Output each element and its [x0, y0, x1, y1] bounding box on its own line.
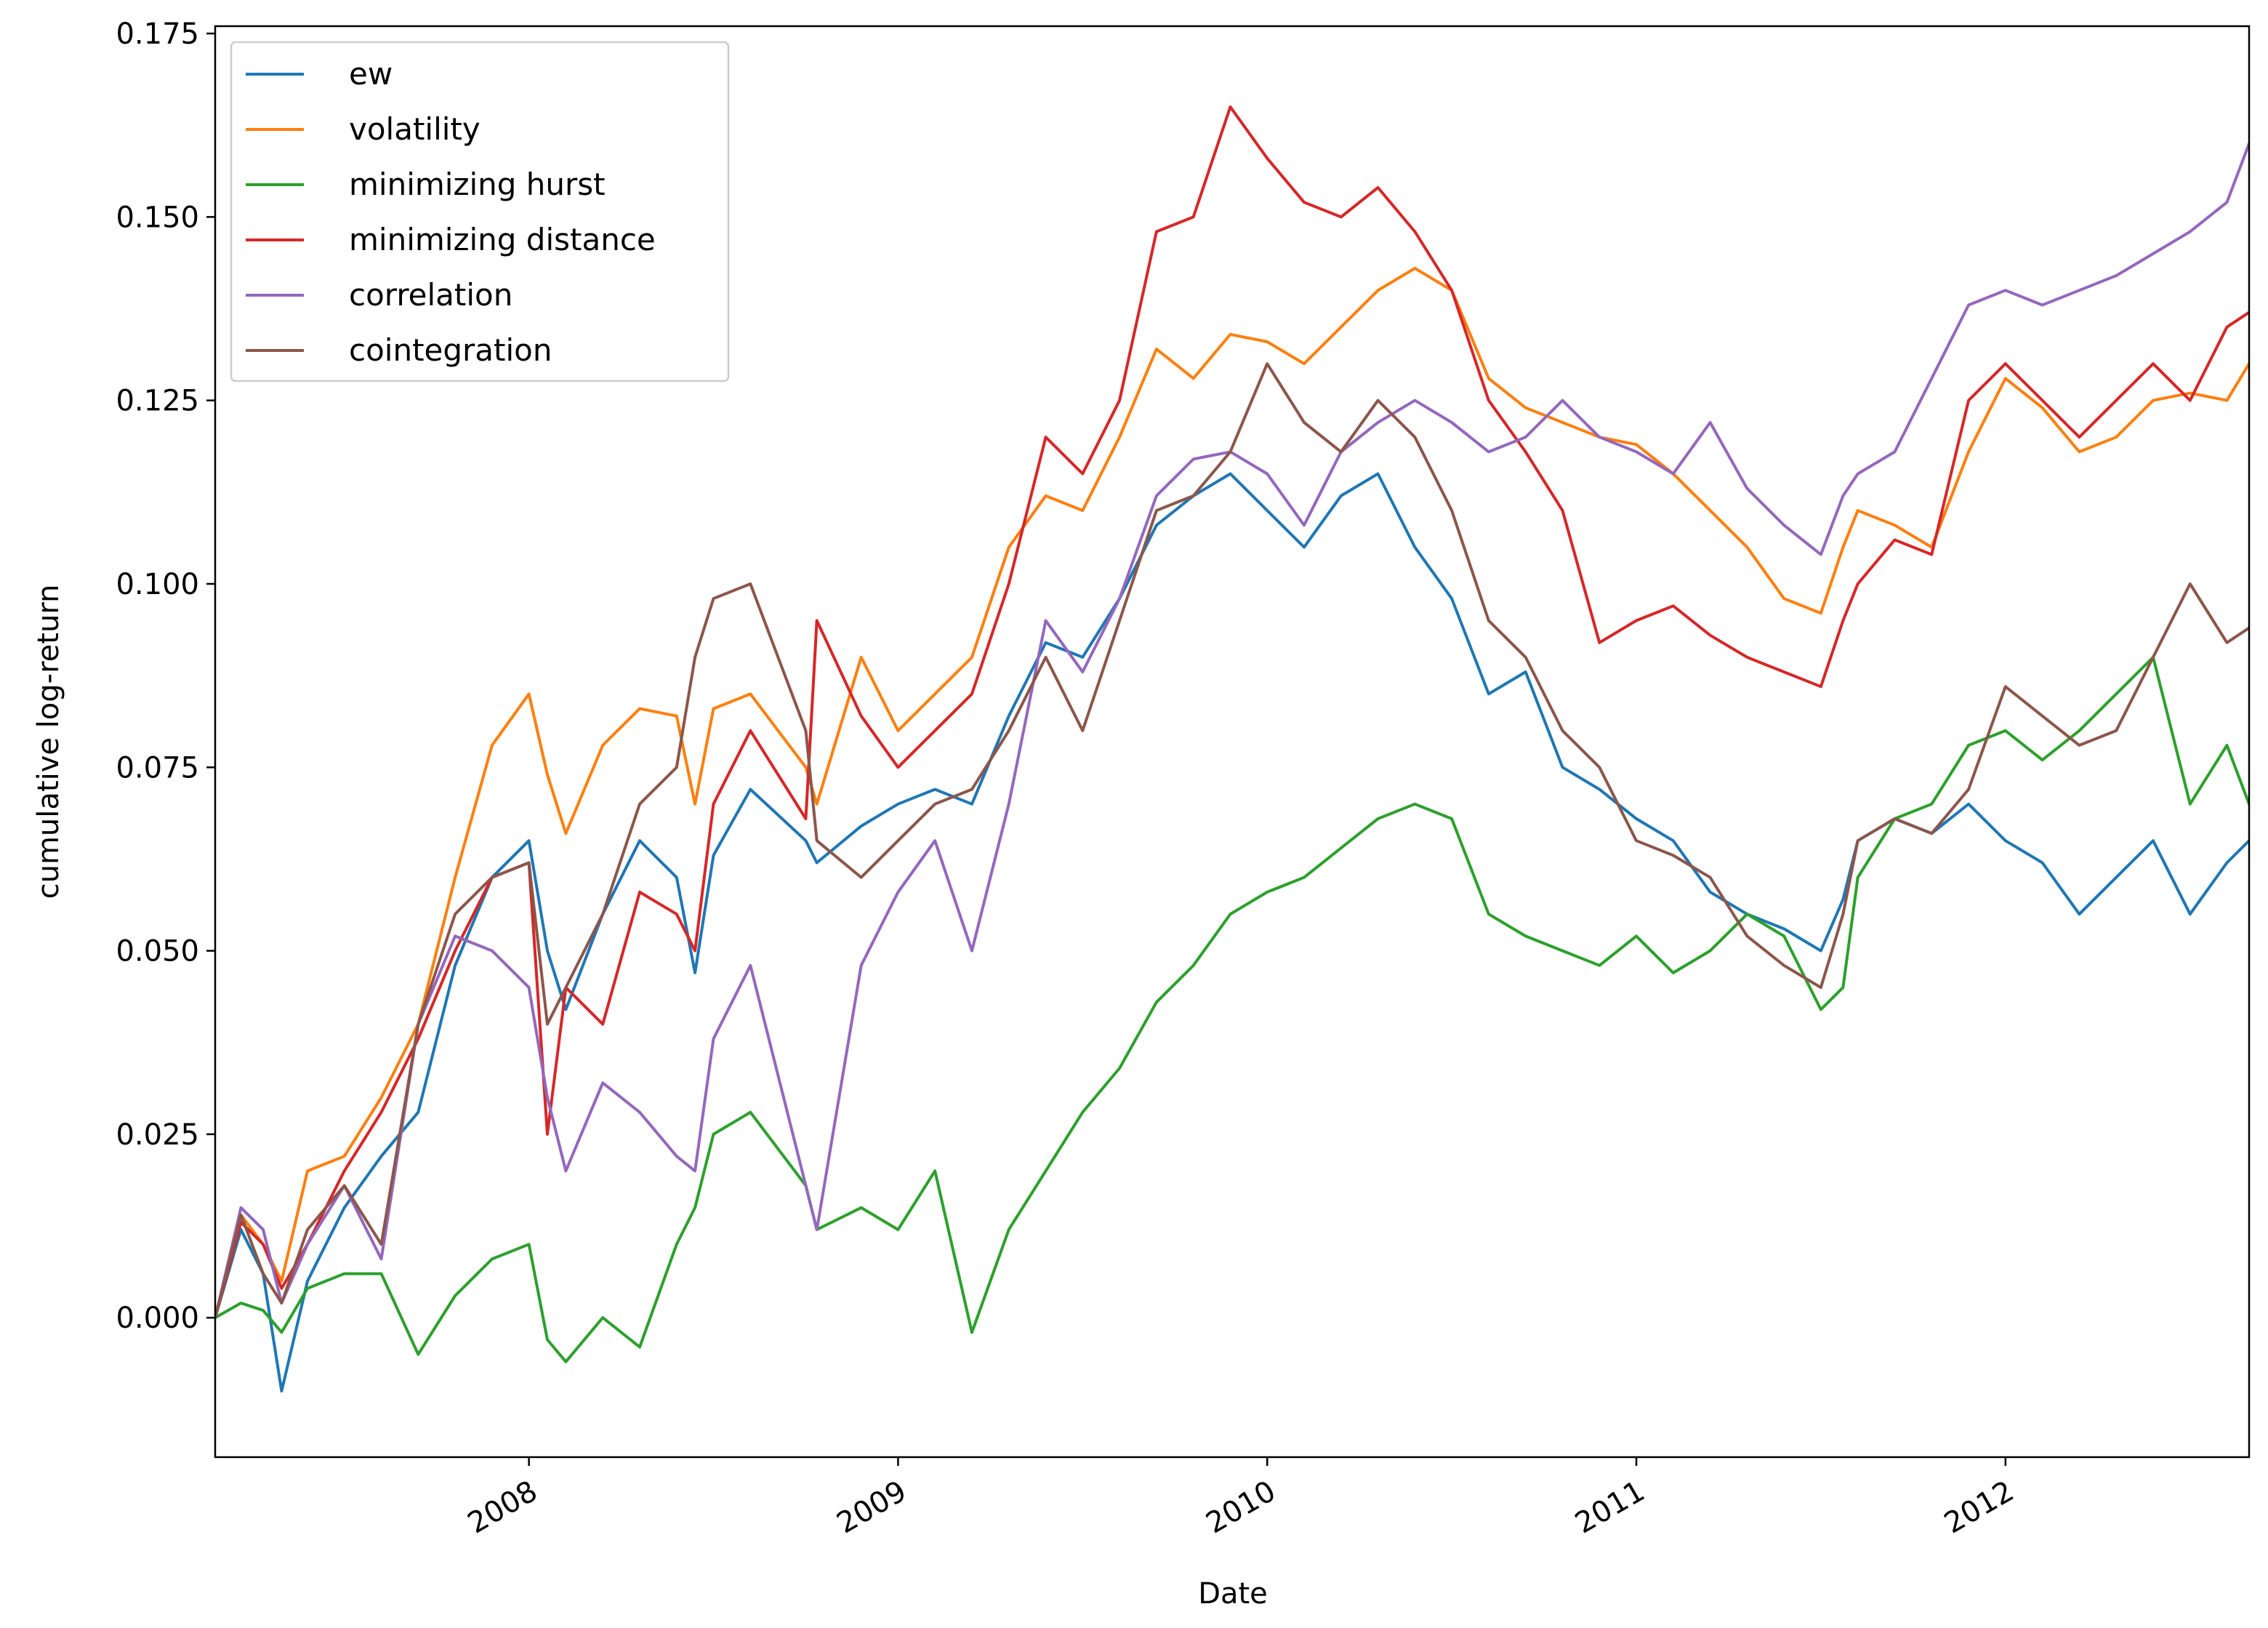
legend-box — [230, 41, 730, 382]
series-layer — [215, 105, 2249, 1393]
legend-label: correlation — [349, 277, 512, 313]
y-axis-label: cumulative log-return — [32, 585, 65, 899]
series-line-1 — [215, 267, 2249, 1320]
y-tick-label: 0.000 — [116, 1302, 199, 1335]
legend-label: volatility — [349, 111, 480, 147]
series-line-4 — [215, 142, 2249, 1320]
y-tick-label: 0.025 — [116, 1118, 199, 1152]
legend-label: minimizing distance — [349, 222, 656, 257]
legend-label: cointegration — [349, 332, 552, 368]
y-tick-label: 0.075 — [116, 751, 199, 785]
y-tick-label: 0.100 — [116, 568, 199, 601]
y-tick-label: 0.175 — [116, 17, 199, 51]
x-axis-label: Date — [1198, 1577, 1268, 1611]
y-tick-label: 0.150 — [116, 201, 199, 234]
legend: ew volatility minimizing hurst minimizing d… — [230, 41, 730, 382]
legend-label: minimizing hurst — [349, 167, 606, 202]
series-line-5 — [215, 362, 2249, 1320]
y-axis: 0.000 0.025 0.050 0.075 0.100 0.125 0.150 0.175 — [116, 17, 215, 1335]
legend-label: ew — [349, 56, 393, 92]
axes-frame — [214, 25, 2251, 1459]
y-tick-label: 0.125 — [116, 385, 199, 418]
y-tick-label: 0.050 — [116, 935, 199, 969]
